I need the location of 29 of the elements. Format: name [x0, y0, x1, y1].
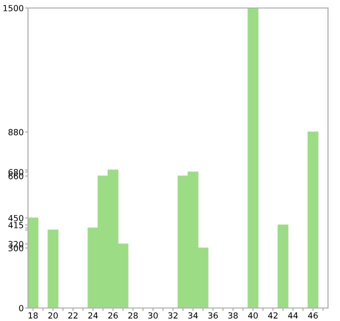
y-tick-label: 680 [8, 168, 24, 176]
x-tick-label: 30 [148, 312, 158, 319]
x-tick-label: 24 [88, 312, 98, 318]
x-tick-label: 40 [248, 312, 258, 319]
y-tick-label: 1500 [4, 4, 24, 12]
y-tick-label: 320 [8, 240, 24, 248]
x-tick-label: 46 [308, 312, 318, 319]
bar [48, 230, 58, 308]
y-tick-label: 300 [8, 244, 24, 252]
x-tick-label: 42 [268, 312, 278, 318]
x-tick-label: 28 [128, 312, 138, 319]
x-tick-label: 34 [188, 312, 198, 319]
x-tick-label: 38 [228, 312, 238, 319]
bar [248, 8, 258, 308]
bar [28, 218, 38, 308]
x-tick-label: 18 [28, 312, 38, 319]
x-tick-label: 22 [68, 312, 78, 318]
x-tick-label: 36 [208, 312, 218, 319]
bar [278, 224, 288, 308]
y-tick-label: 450 [8, 214, 24, 222]
y-tick-label: 880 [8, 128, 24, 136]
x-tick-label: 44 [288, 312, 298, 318]
x-tick-label: 32 [168, 312, 178, 319]
y-tick-label: 660 [8, 172, 24, 180]
y-tick-label: 415 [8, 222, 24, 228]
x-tick-label: 20 [48, 312, 58, 319]
y-tick-label: 0 [19, 304, 24, 312]
x-tick-label: 26 [108, 312, 118, 319]
bar [308, 132, 318, 308]
